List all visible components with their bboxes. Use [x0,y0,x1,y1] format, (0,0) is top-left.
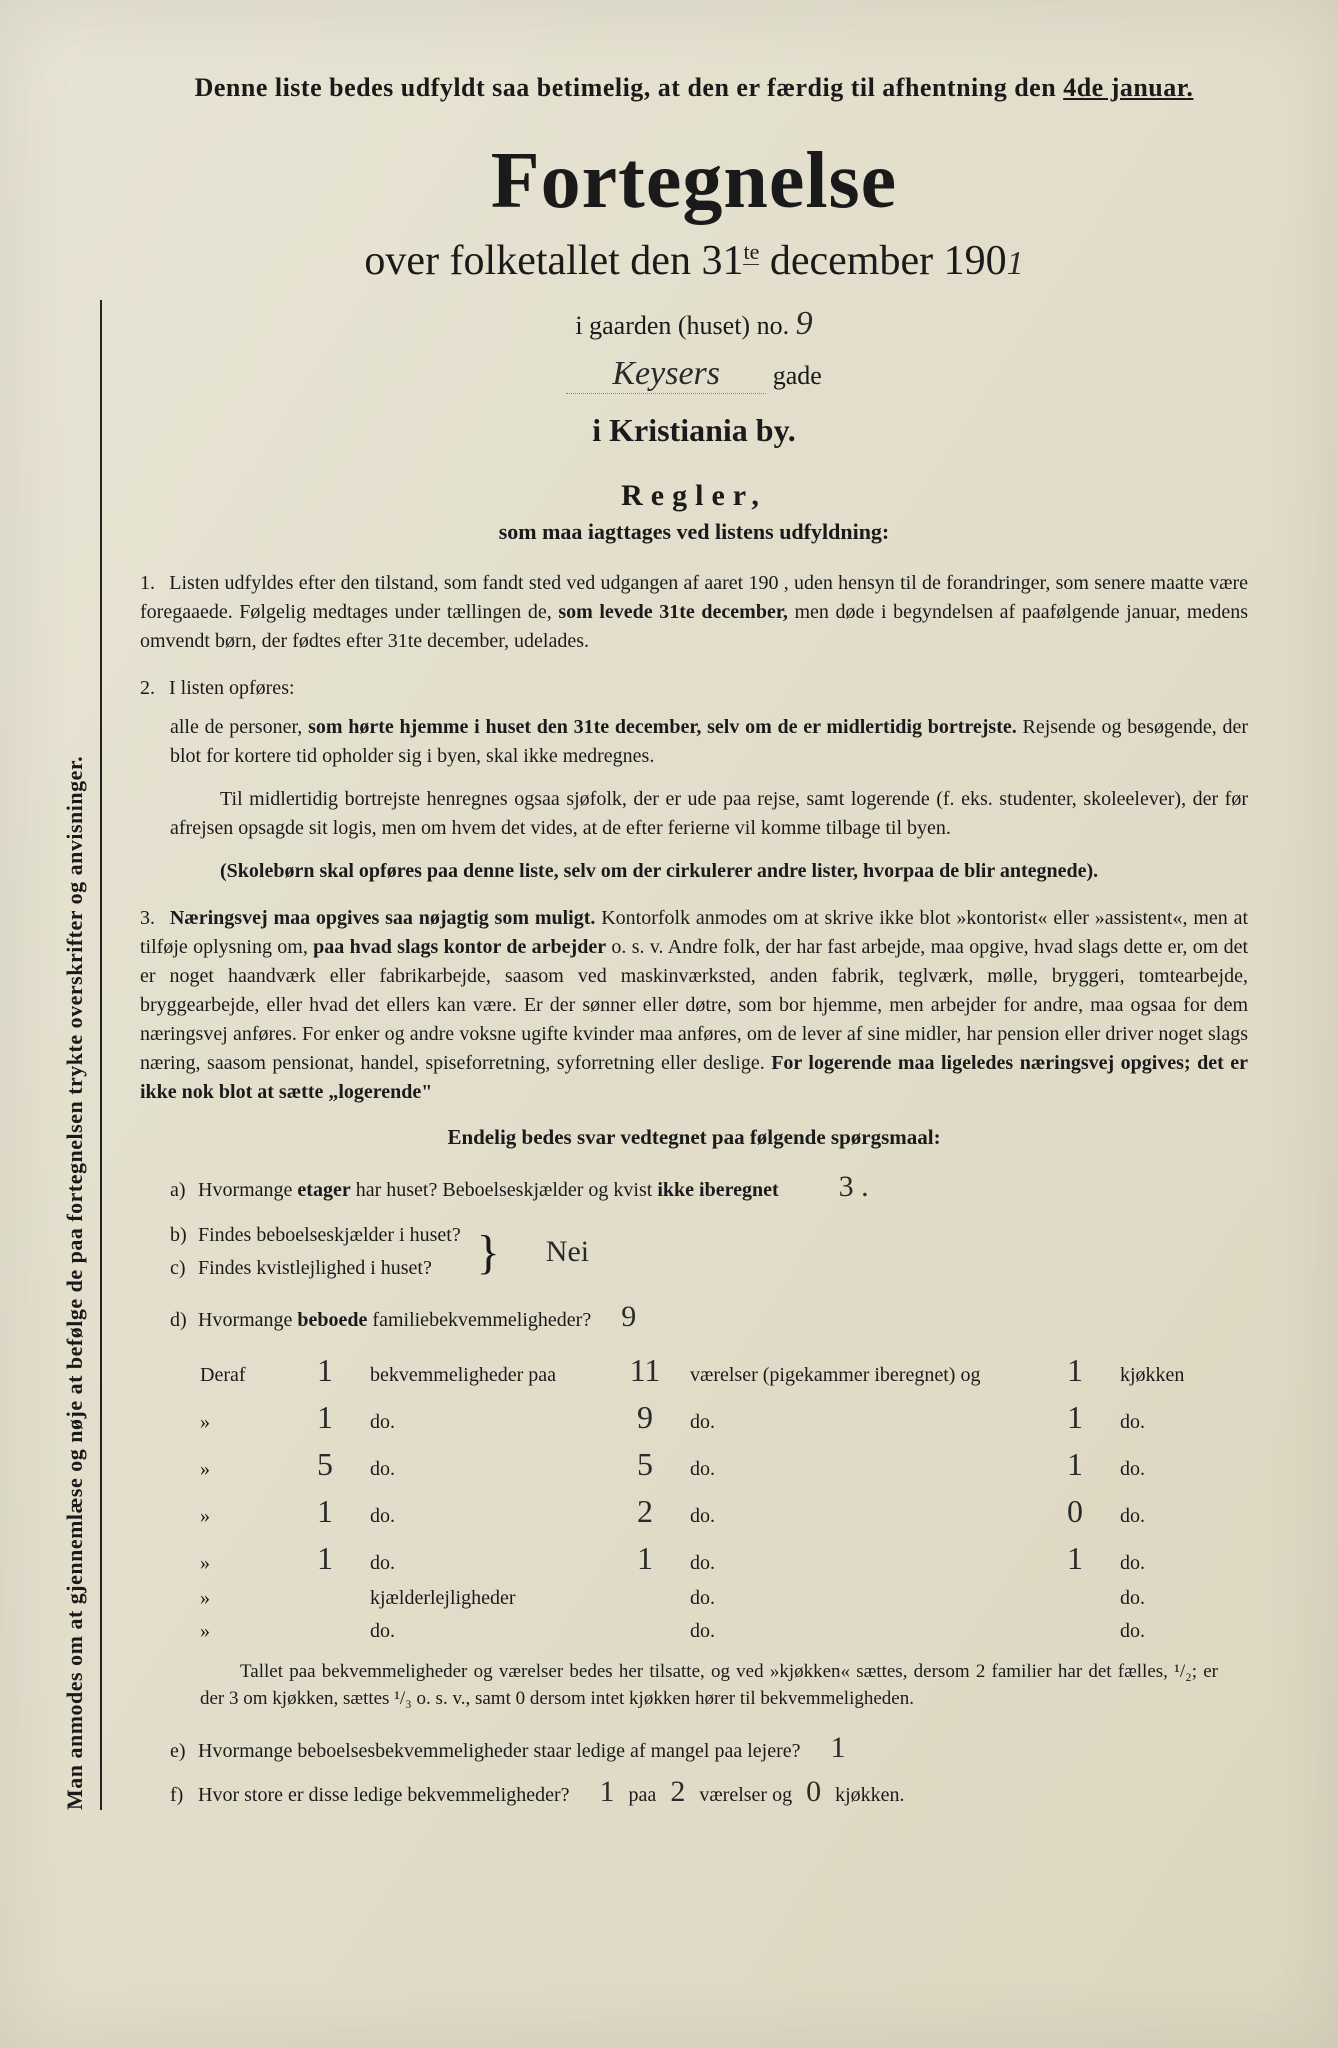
street-line: Keysers gade [140,355,1248,394]
th-vaer: værelser (pigekammer iberegnet) og [690,1364,1030,1387]
rule-3: 3. Næringsvej maa opgives saa nøjagtig s… [140,904,1248,1107]
qf-mid2: værelser og [699,1784,792,1807]
qf-text: Hvor store er disse ledige bekvemmelighe… [198,1784,570,1807]
top-note-date: 4de januar. [1063,73,1193,102]
rule3-a: Næringsvej maa opgives saa nøjagtig som … [170,907,596,929]
tr0-e: 1 [1030,1352,1120,1389]
th-bekv: bekvemmeligheder paa [370,1364,600,1387]
street-suffix: gade [773,361,822,390]
table-row: »1do.2do.0do. [200,1493,1248,1530]
side-divider [100,300,102,1810]
qa-answer: 3 . [839,1170,869,1204]
subtitle-a: over folketallet den 31 [364,238,743,284]
brace-icon: } [477,1236,500,1270]
rule2-p3: (Skolebørn skal opføres paa denne liste,… [140,857,1248,886]
rule-1: 1. Listen udfyldes efter den tilstand, s… [140,569,1248,656]
subtitle-b: december 190 [759,238,1006,284]
qf-mid1: paa [629,1784,657,1807]
main-title: Fortegnelse [140,136,1248,227]
tr0-c: 11 [600,1352,690,1389]
qb-text: Findes beboelseskjælder i huset? [198,1224,461,1247]
qd-t1: Hvormange [198,1309,297,1331]
qa-b2: ikke iberegnet [657,1179,778,1201]
table-row: »1do.9do.1do. [200,1399,1248,1436]
house-no: 9 [796,305,813,342]
question-f: f) Hvor store er disse ledige bekvemmeli… [170,1775,1248,1809]
rule2-p2: Til midlertidig bortrejste henregnes ogs… [140,785,1248,843]
qd-b: beboede [297,1309,367,1331]
qc-text: Findes kvistlejlighed i huset? [198,1257,432,1280]
rule2-b: som hørte hjemme i huset den 31te decemb… [308,716,1017,738]
rule3-c: paa hvad slags kontor de arbejder [313,936,606,958]
rules-title: Regler, [140,479,1248,513]
qf-a: 1 [600,1775,615,1809]
question-e: e) Hvormange beboelsesbekvemmeligheder s… [170,1731,1248,1765]
subtitle-sup: te [743,239,759,265]
rules-subtitle: som maa iagttages ved listens udfyldning… [140,519,1248,545]
rule-2: 2. I listen opføres: alle de personer, s… [140,674,1248,886]
rule2-a: alle de personer, [170,716,308,738]
table-row: »do.do.do. [200,1620,1248,1643]
question-c: c) Findes kvistlejlighed i huset? [170,1257,461,1280]
main-content: Denne liste bedes udfyldt saa betimelig,… [140,70,1248,1809]
qd-answer: 9 [621,1300,636,1334]
table-row: »1do.1do.1do. [200,1540,1248,1577]
qe-answer: 1 [831,1731,846,1765]
rule1-b: som levede 31te december, [558,601,788,623]
qd-t2: familiebekvemmeligheder? [367,1309,591,1331]
street-name: Keysers [566,355,766,394]
house-line: i gaarden (huset) no. 9 [140,305,1248,343]
table-row: »kjælderlejlighederdo.do. [200,1587,1248,1610]
th-kjok: kjøkken [1120,1364,1220,1387]
table-header-row: Deraf 1 bekvemmeligheder paa 11 værelser… [200,1352,1248,1389]
qa-b1: etager [297,1179,350,1201]
question-a: a) Hvormange etager har huset? Beboelses… [170,1170,1248,1204]
qe-text: Hvormange beboelsesbekvemmeligheder staa… [198,1740,801,1763]
table-row: »5do.5do.1do. [200,1446,1248,1483]
questions-title: Endelig bedes svar vedtegnet paa følgend… [140,1125,1248,1150]
qf-c: 0 [806,1775,821,1809]
rule2-head: I listen opføres: [169,677,295,699]
year-handwritten: 1 [1007,245,1024,282]
qf-b: 2 [670,1775,685,1809]
house-label: i gaarden (huset) no. [575,311,789,340]
question-d: d) Hvormange beboede familiebekvemmeligh… [170,1300,1248,1334]
qf-end: kjøkken. [835,1784,904,1807]
tr0-a: 1 [280,1352,370,1389]
qa-t1: Hvormange [198,1179,297,1201]
th-lead: Deraf [200,1364,280,1387]
qbc-answer: Nei [546,1235,589,1269]
city-line: i Kristiania by. [140,412,1248,449]
subtitle: over folketallet den 31te december 1901 [140,237,1248,285]
document-page: Man anmodes om at gjennemlæse og nøje at… [0,0,1338,2048]
top-note: Denne liste bedes udfyldt saa betimelig,… [180,70,1208,106]
top-note-text: Denne liste bedes udfyldt saa betimelig,… [195,73,1064,102]
table-footnote: Tallet paa bekvemmeligheder og værelser … [200,1659,1218,1712]
question-b: b) Findes beboelseskjælder i huset? [170,1224,461,1247]
side-instruction: Man anmodes om at gjennemlæse og nøje at… [62,756,88,1810]
qa-t2: har huset? Beboelseskjælder og kvist [351,1179,658,1201]
rooms-table: Deraf 1 bekvemmeligheder paa 11 værelser… [200,1352,1248,1643]
